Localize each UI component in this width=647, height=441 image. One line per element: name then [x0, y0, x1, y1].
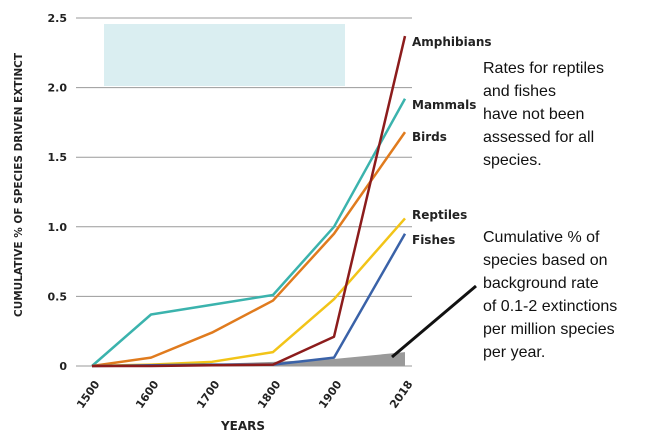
- y-tick-label: 2.0: [48, 82, 68, 95]
- annotation-line: have not been: [483, 106, 584, 123]
- annotation-line: and fishes: [483, 83, 556, 100]
- series-label-mammals: Mammals: [412, 98, 476, 112]
- annotations: Rates for reptiles and fishes have not bee…: [483, 60, 617, 361]
- annotation-line: species based on: [483, 252, 608, 269]
- background-rate-band: [92, 352, 405, 366]
- series-line-mammals: [91, 98, 407, 367]
- annotation-rates-note: Rates for reptiles and fishes have not bee…: [483, 60, 604, 169]
- y-tick-label: 0.5: [48, 290, 68, 303]
- annotation-line: assessed for all: [483, 129, 594, 146]
- annotation-line: species.: [483, 152, 542, 169]
- series-label-reptiles: Reptiles: [412, 208, 467, 222]
- series-line-amphibians: [92, 35, 407, 368]
- y-axis-title: CUMULATIVE % OF SPECIES DRIVEN EXTINCT: [13, 52, 25, 317]
- annotation-pointer-line: [391, 284, 477, 359]
- series-line-birds: [91, 131, 407, 368]
- y-tick-label: 2.5: [48, 12, 68, 25]
- y-tick-label: 1.5: [48, 151, 68, 164]
- annotation-line: per million species: [483, 321, 615, 338]
- annotation-line: of 0.1-2 extinctions: [483, 298, 617, 315]
- annotation-line: background rate: [483, 275, 599, 292]
- background-rate-area: [92, 352, 405, 366]
- annotation-line: Cumulative % of: [483, 229, 600, 246]
- x-axis-title: YEARS: [220, 419, 265, 433]
- y-tick-labels: 0 0.5 1.0 1.5 2.0 2.5: [48, 12, 68, 373]
- annotation-line: per year.: [483, 344, 545, 361]
- y-tick-label: 1.0: [48, 221, 68, 234]
- y-tick-label: 0: [59, 360, 67, 373]
- series-label-fishes: Fishes: [412, 233, 455, 247]
- annotation-line: Rates for reptiles: [483, 60, 604, 77]
- legend-box: [104, 24, 345, 86]
- series-lines: [91, 35, 407, 368]
- series-labels: Mammals Birds Reptiles Fishes Amphibians: [412, 35, 492, 247]
- series-label-birds: Birds: [412, 130, 447, 144]
- annotation-background-note: Cumulative % of species based on backgroun…: [483, 229, 617, 361]
- series-label-amphibians: Amphibians: [412, 35, 492, 49]
